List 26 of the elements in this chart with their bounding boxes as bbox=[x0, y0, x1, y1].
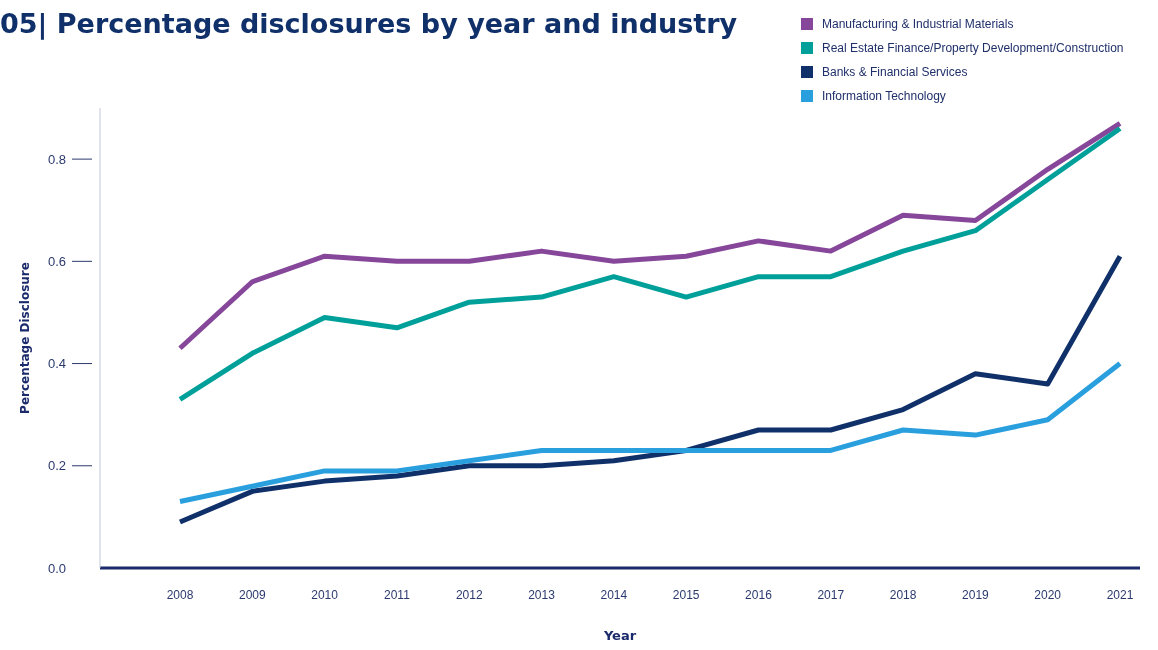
y-tick-label: 0.2 bbox=[48, 458, 67, 474]
x-axis-title: Year bbox=[602, 628, 637, 643]
legend-label: Banks & Financial Services bbox=[822, 65, 968, 79]
x-tick-label: 2013 bbox=[528, 587, 556, 602]
x-tick-label: 2014 bbox=[600, 587, 628, 602]
x-tick-label: 2011 bbox=[384, 587, 411, 602]
chart-title: 05| Percentage disclosures by year and industry bbox=[0, 8, 738, 39]
x-tick-label: 2016 bbox=[745, 587, 773, 602]
legend-label: Real Estate Finance/Property Development/Construction bbox=[822, 41, 1124, 55]
x-tick-label: 2020 bbox=[1034, 587, 1062, 602]
y-axis-title: Percentage Disclosure bbox=[18, 262, 33, 414]
x-tick-label: 2012 bbox=[455, 587, 483, 602]
y-tick-label: 0.4 bbox=[48, 356, 67, 372]
y-tick-label: 0.0 bbox=[48, 560, 67, 576]
y-tick-label: 0.8 bbox=[48, 151, 67, 167]
legend-label: Manufacturing & Industrial Materials bbox=[822, 17, 1014, 31]
legend-label: Information Technology bbox=[822, 89, 946, 103]
x-tick-label: 2009 bbox=[238, 587, 266, 602]
y-tick-label: 0.6 bbox=[48, 253, 67, 269]
x-tick-label: 2018 bbox=[889, 587, 917, 602]
x-tick-label: 2019 bbox=[962, 587, 990, 602]
x-tick-label: 2010 bbox=[311, 587, 339, 602]
x-tick-label: 2008 bbox=[166, 587, 194, 602]
x-tick-label: 2017 bbox=[817, 587, 845, 602]
x-tick-label: 2021 bbox=[1106, 587, 1134, 602]
x-tick-label: 2015 bbox=[672, 587, 700, 602]
